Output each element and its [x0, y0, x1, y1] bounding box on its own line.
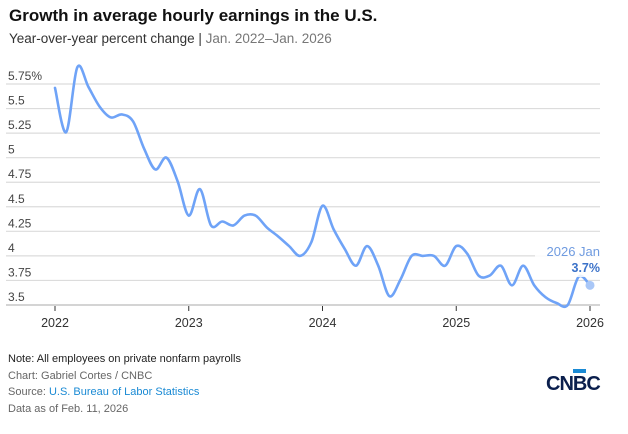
chart-credit: Chart: Gabriel Cortes / CNBC	[8, 369, 153, 382]
annotation-value: 3.7%	[572, 261, 601, 275]
chart-footer: Note: All employees on private nonfarm p…	[8, 351, 241, 417]
y-tick-label: 5.25	[8, 118, 32, 132]
last-point-marker	[585, 280, 595, 290]
y-tick-label: 4	[8, 241, 15, 255]
x-tick-label: 2023	[175, 316, 203, 330]
y-tick-label: 5.5	[8, 94, 25, 108]
cnbc-logo: CNBC	[546, 369, 601, 396]
series-line	[53, 64, 592, 309]
data-date: Data as of Feb. 11, 2026	[8, 402, 129, 415]
footnote: Note: All employees on private nonfarm p…	[8, 353, 241, 365]
subtitle-range: Jan. 2022–Jan. 2026	[205, 31, 332, 46]
y-tick-label: 4.5	[8, 192, 25, 206]
y-tick-label: 4.75	[8, 167, 32, 181]
y-tick-label: 3.5	[8, 290, 25, 304]
annotation-bg	[535, 243, 603, 277]
x-tick-label: 2026	[576, 316, 604, 330]
x-tick-label: 2024	[309, 316, 337, 330]
chart-title: Growth in average hourly earnings in the…	[9, 6, 378, 25]
annotation-label: 2026 Jan	[547, 244, 601, 259]
y-tick-label: 3.75	[8, 265, 32, 279]
chart-subtitle: Year-over-year percent change | Jan. 202…	[9, 31, 332, 46]
source-link[interactable]: U.S. Bureau of Labor Statistics	[48, 386, 200, 398]
y-tick-label: 4.25	[8, 216, 32, 230]
y-tick-label: 5	[8, 143, 15, 157]
line-chart: 5.75% 5.5 5.25 5 4.75 4.5 4.25 4 3.75 3.5 2022 2023…	[6, 64, 604, 330]
x-tick-label: 2022	[41, 316, 69, 330]
source-line: Source: U.S. Bureau of Labor Statistics	[8, 384, 241, 401]
source-label: Source:	[8, 386, 49, 398]
y-tick-label: 5.75%	[8, 69, 42, 83]
subtitle-text: Year-over-year percent change	[9, 31, 195, 46]
x-tick-label: 2025	[442, 316, 470, 330]
